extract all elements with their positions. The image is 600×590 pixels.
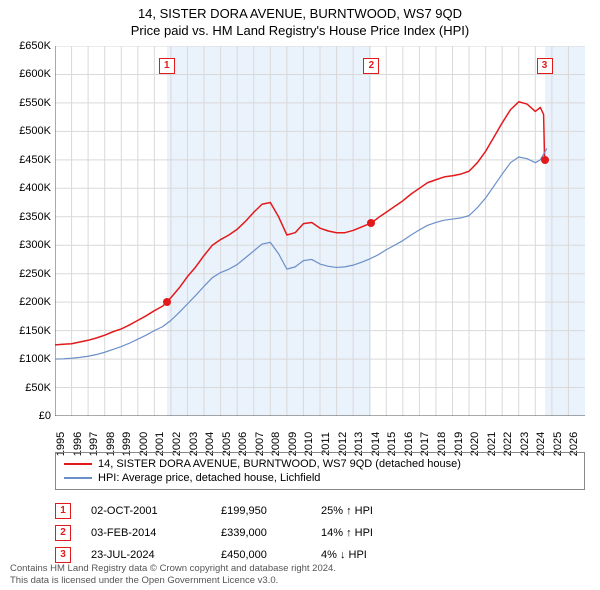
legend-label: 14, SISTER DORA AVENUE, BURNTWOOD, WS7 9… <box>98 458 461 470</box>
sales-price: £450,000 <box>221 549 301 561</box>
legend-swatch <box>64 463 92 465</box>
y-tick-label: £650K <box>19 40 51 52</box>
series-hpi <box>55 148 547 359</box>
legend-box: 14, SISTER DORA AVENUE, BURNTWOOD, WS7 9… <box>55 452 585 490</box>
sales-delta: 14% ↑ HPI <box>321 527 411 539</box>
legend-row: HPI: Average price, detached house, Lich… <box>64 471 576 485</box>
footer: Contains HM Land Registry data © Crown c… <box>10 563 590 586</box>
sales-date: 23-JUL-2024 <box>91 549 201 561</box>
sale-dot <box>541 156 549 164</box>
y-tick-label: £400K <box>19 182 51 194</box>
sale-marker-box: 3 <box>537 58 553 74</box>
series-subject <box>55 102 545 345</box>
footer-line2: This data is licensed under the Open Gov… <box>10 575 590 586</box>
y-tick-label: £600K <box>19 68 51 80</box>
y-tick-label: £500K <box>19 125 51 137</box>
chart-svg <box>55 46 585 416</box>
titles: 14, SISTER DORA AVENUE, BURNTWOOD, WS7 9… <box>0 0 600 38</box>
y-tick-label: £50K <box>25 382 51 394</box>
footer-line1: Contains HM Land Registry data © Crown c… <box>10 563 590 574</box>
sale-marker-box: 1 <box>159 58 175 74</box>
legend-swatch <box>64 477 92 479</box>
y-tick-label: £0 <box>39 410 51 422</box>
y-tick-label: £350K <box>19 211 51 223</box>
sales-row: 1 02-OCT-2001 £199,950 25% ↑ HPI <box>55 500 585 522</box>
legend-label: HPI: Average price, detached house, Lich… <box>98 472 320 484</box>
y-tick-label: £250K <box>19 268 51 280</box>
legend-row: 14, SISTER DORA AVENUE, BURNTWOOD, WS7 9… <box>64 457 576 471</box>
sales-price: £199,950 <box>221 505 301 517</box>
sales-delta: 4% ↓ HPI <box>321 549 411 561</box>
chart-container: 14, SISTER DORA AVENUE, BURNTWOOD, WS7 9… <box>0 0 600 590</box>
sales-row: 2 03-FEB-2014 £339,000 14% ↑ HPI <box>55 522 585 544</box>
sales-marker: 2 <box>55 525 71 541</box>
sale-marker-box: 2 <box>363 58 379 74</box>
sale-dot <box>163 298 171 306</box>
y-tick-label: £200K <box>19 296 51 308</box>
y-tick-label: £150K <box>19 325 51 337</box>
sales-marker: 1 <box>55 503 71 519</box>
title-line1: 14, SISTER DORA AVENUE, BURNTWOOD, WS7 9… <box>0 6 600 21</box>
sales-date: 02-OCT-2001 <box>91 505 201 517</box>
sale-dot <box>367 219 375 227</box>
sales-table: 1 02-OCT-2001 £199,950 25% ↑ HPI 2 03-FEB-201… <box>55 500 585 566</box>
sales-marker: 3 <box>55 547 71 563</box>
y-tick-label: £100K <box>19 353 51 365</box>
chart-area: £0£50K£100K£150K£200K£250K£300K£350K£400… <box>55 46 585 416</box>
sales-date: 03-FEB-2014 <box>91 527 201 539</box>
y-tick-label: £550K <box>19 97 51 109</box>
title-line2: Price paid vs. HM Land Registry's House … <box>0 23 600 38</box>
y-tick-label: £300K <box>19 239 51 251</box>
y-tick-label: £450K <box>19 154 51 166</box>
sales-price: £339,000 <box>221 527 301 539</box>
sales-delta: 25% ↑ HPI <box>321 505 411 517</box>
